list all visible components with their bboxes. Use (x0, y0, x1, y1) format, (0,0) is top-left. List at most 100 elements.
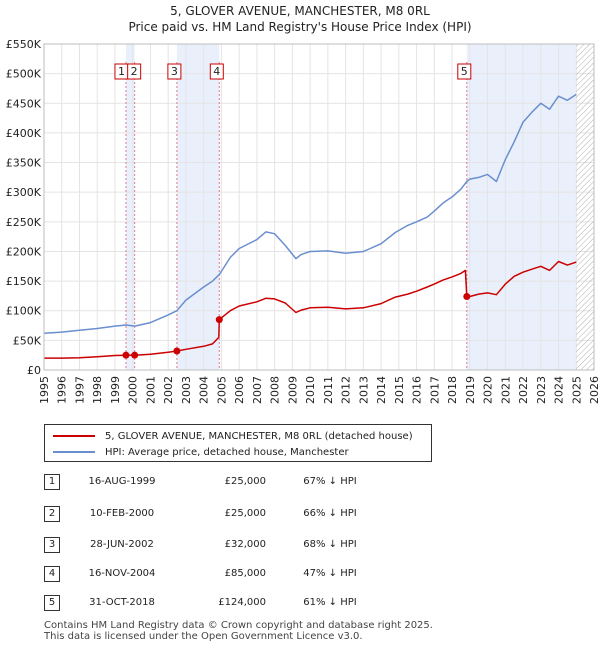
x-tick-label: 1997 (73, 376, 86, 404)
y-tick-label: £350K (6, 157, 42, 170)
y-tick-label: £250K (6, 216, 42, 229)
sale-point (131, 351, 139, 359)
transaction-row: 2 10-FEB-2000 £25,000 66% ↓ HPI (0, 506, 600, 524)
x-tick-label: 2003 (180, 376, 193, 404)
x-tick-label: 2006 (233, 376, 246, 404)
x-tick-label: 2008 (269, 376, 282, 404)
x-tick-label: 2021 (499, 376, 512, 404)
transaction-date: 16-AUG-1999 (88, 476, 156, 487)
legend-label-hpi: HPI: Average price, detached house, Manc… (105, 446, 349, 458)
y-tick-label: £400K (6, 127, 42, 140)
x-tick-label: 2024 (553, 376, 566, 404)
transaction-row: 5 31-OCT-2018 £124,000 61% ↓ HPI (0, 595, 600, 613)
x-tick-label: 2015 (393, 376, 406, 404)
x-tick-label: 2023 (535, 376, 548, 404)
sale-point (122, 351, 130, 359)
shaded-range (466, 44, 577, 370)
x-tick-label: 2007 (251, 376, 264, 404)
x-tick-label: 2004 (198, 376, 211, 404)
y-tick-label: £100K (6, 305, 42, 318)
transaction-price: £32,000 (224, 539, 266, 550)
transaction-number: 1 (44, 474, 60, 490)
transaction-price: £25,000 (224, 508, 266, 519)
footer-licence: This data is licensed under the Open Gov… (44, 631, 363, 642)
y-tick-label: £0 (27, 364, 41, 377)
x-tick-label: 2001 (144, 376, 157, 404)
sale-label-box (167, 63, 182, 80)
forecast-hatch (576, 44, 594, 370)
x-tick-label: 2012 (340, 376, 353, 404)
transaction-price: £124,000 (218, 597, 266, 608)
sale-label-text: 5 (461, 65, 468, 78)
transaction-hpi-diff: 68% ↓ HPI (303, 539, 357, 550)
x-tick-label: 2017 (428, 376, 441, 404)
chart-subtitle: Price paid vs. HM Land Registry's House … (128, 20, 472, 34)
transaction-number: 2 (44, 506, 60, 522)
transaction-price: £85,000 (224, 568, 266, 579)
x-tick-label: 2005 (215, 376, 228, 404)
transaction-date: 31-OCT-2018 (89, 597, 155, 608)
sale-label-text: 3 (171, 65, 178, 78)
x-tick-label: 2011 (322, 376, 335, 404)
sale-point (215, 316, 223, 324)
transaction-row: 4 16-NOV-2004 £85,000 47% ↓ HPI (0, 566, 600, 584)
y-tick-label: £450K (6, 97, 42, 110)
sale-point (173, 347, 181, 355)
y-tick-label: £50K (13, 334, 42, 347)
x-tick-label: 1996 (56, 376, 69, 404)
sale-label-text: 1 (118, 65, 125, 78)
transaction-row: 1 16-AUG-1999 £25,000 67% ↓ HPI (0, 474, 600, 492)
sale-label-box (209, 63, 224, 80)
chart-title: 5, GLOVER AVENUE, MANCHESTER, M8 0RL (170, 4, 430, 18)
shaded-range (176, 44, 220, 370)
y-tick-label: £300K (6, 186, 42, 199)
x-tick-label: 2025 (570, 376, 583, 404)
transaction-number: 5 (44, 595, 60, 611)
sale-point (463, 293, 471, 301)
transaction-price: £25,000 (224, 476, 266, 487)
sale-label-text: 2 (131, 65, 138, 78)
x-tick-label: 2020 (482, 376, 495, 404)
x-tick-label: 2002 (162, 376, 175, 404)
y-tick-label: £500K (6, 68, 42, 81)
transaction-row: 3 28-JUN-2002 £32,000 68% ↓ HPI (0, 537, 600, 555)
x-tick-label: 2026 (588, 376, 600, 404)
plot-frame (43, 43, 595, 371)
shaded-range (125, 44, 135, 370)
transaction-hpi-diff: 47% ↓ HPI (303, 568, 357, 579)
x-tick-label: 2010 (304, 376, 317, 404)
footer-copyright: Contains HM Land Registry data © Crown c… (44, 620, 433, 631)
legend-label-property: 5, GLOVER AVENUE, MANCHESTER, M8 0RL (de… (105, 430, 413, 442)
transaction-date: 10-FEB-2000 (89, 508, 155, 519)
transaction-hpi-diff: 61% ↓ HPI (303, 597, 357, 608)
y-tick-label: £150K (6, 275, 42, 288)
x-tick-label: 2019 (464, 376, 477, 404)
x-tick-label: 2018 (446, 376, 459, 404)
transaction-date: 16-NOV-2004 (88, 568, 156, 579)
legend-swatch-hpi (53, 451, 95, 453)
property-price-line (44, 260, 577, 359)
footer-attribution: Contains HM Land Registry data © Crown c… (44, 620, 433, 642)
x-tick-label: 2013 (357, 376, 370, 404)
chart-legend: 5, GLOVER AVENUE, MANCHESTER, M8 0RL (de… (44, 424, 432, 462)
x-tick-label: 2014 (375, 376, 388, 404)
x-tick-label: 2016 (411, 376, 424, 404)
x-tick-label: 2009 (286, 376, 299, 404)
transaction-number: 4 (44, 566, 60, 582)
transaction-hpi-diff: 66% ↓ HPI (303, 508, 357, 519)
y-tick-label: £550K (6, 38, 42, 51)
x-tick-label: 1995 (38, 376, 51, 404)
x-tick-label: 1999 (109, 376, 122, 404)
legend-item-hpi: HPI: Average price, detached house, Manc… (53, 445, 349, 459)
legend-item-property: 5, GLOVER AVENUE, MANCHESTER, M8 0RL (de… (53, 429, 413, 443)
sale-label-text: 4 (213, 65, 220, 78)
x-tick-label: 2000 (127, 376, 140, 404)
transaction-number: 3 (44, 537, 60, 553)
transaction-date: 28-JUN-2002 (90, 539, 154, 550)
transaction-hpi-diff: 67% ↓ HPI (303, 476, 357, 487)
sale-label-box (127, 63, 142, 80)
y-tick-label: £200K (6, 245, 42, 258)
x-tick-label: 1998 (91, 376, 104, 404)
sale-label-box (457, 63, 472, 80)
